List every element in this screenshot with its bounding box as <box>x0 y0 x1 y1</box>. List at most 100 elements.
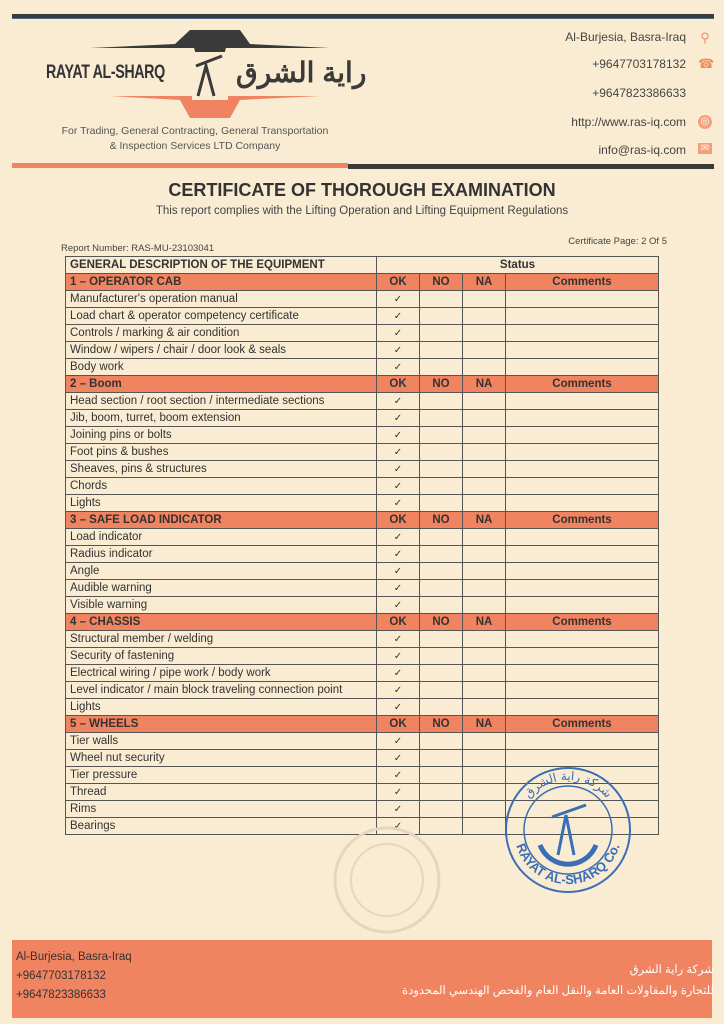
item-label: Chords <box>65 477 377 495</box>
check-mark-icon: ✓ <box>376 562 420 580</box>
check-mark-icon: ✓ <box>376 596 420 614</box>
status-cell-no <box>419 341 463 359</box>
status-column-3: Comments <box>505 613 659 631</box>
table-row: Load indicator ✓ <box>65 528 659 546</box>
status-cell-no <box>419 392 463 410</box>
status-cell-no <box>419 307 463 325</box>
certificate-page: Certificate Page: 2 Of 5 <box>568 236 667 247</box>
tagline-line-1: For Trading, General Contracting, Genera… <box>61 125 329 137</box>
table-row: Window / wipers / chair / door look & se… <box>65 341 659 359</box>
contact-website: http://www.ras-iq.com <box>571 115 686 129</box>
status-cell-na <box>462 392 506 410</box>
svg-text:شركة راية الشرق: شركة راية الشرق <box>521 769 615 801</box>
check-mark-icon: ✓ <box>376 732 420 750</box>
comments-cell <box>505 528 659 546</box>
comments-cell <box>505 494 659 512</box>
status-cell-no <box>419 358 463 376</box>
table-row: Foot pins & bushes ✓ <box>65 443 659 461</box>
status-column-1: NO <box>419 613 463 631</box>
item-label: Load chart & operator competency certifi… <box>65 307 377 325</box>
footer-phone-2: +9647823386633 <box>16 989 106 1001</box>
status-cell-no <box>419 698 463 716</box>
check-mark-icon: ✓ <box>376 528 420 546</box>
status-column-2: NA <box>462 715 506 733</box>
certificate-subtitle: This report complies with the Lifting Op… <box>155 205 569 217</box>
section-title: 4 – CHASSIS <box>65 613 377 631</box>
check-mark-icon: ✓ <box>376 800 420 818</box>
item-label: Head section / root section / intermedia… <box>65 392 377 410</box>
section-title: 5 – WHEELS <box>65 715 377 733</box>
logo-emblem-icon <box>90 30 330 118</box>
table-row: Controls / marking & air condition ✓ <box>65 324 659 342</box>
table-row: Chords ✓ <box>65 477 659 495</box>
status-cell-no <box>419 562 463 580</box>
envelope-icon: ✉ <box>698 143 712 154</box>
check-mark-icon: ✓ <box>376 324 420 342</box>
check-mark-icon: ✓ <box>376 477 420 495</box>
contact-phone-1: +9647703178132 <box>592 57 686 71</box>
status-cell-na <box>462 545 506 563</box>
status-column-0: OK <box>376 273 420 291</box>
item-label: Sheaves, pins & structures <box>65 460 377 478</box>
comments-cell <box>505 409 659 427</box>
section-header-row: 4 – CHASSIS OK NO NA Comments <box>65 613 659 631</box>
status-column-3: Comments <box>505 511 659 529</box>
examination-table: GENERAL DESCRIPTION OF THE EQUIPMENT Sta… <box>65 256 659 835</box>
status-cell-no <box>419 426 463 444</box>
comments-cell <box>505 579 659 597</box>
contact-email: info@ras-iq.com <box>598 143 686 157</box>
embossed-seal <box>333 826 441 934</box>
item-label: Load indicator <box>65 528 377 546</box>
comments-cell <box>505 392 659 410</box>
table-row: Jib, boom, turret, boom extension ✓ <box>65 409 659 427</box>
location-pin-icon: ⚲ <box>700 30 710 45</box>
status-column-3: Comments <box>505 715 659 733</box>
section-title: 2 – Boom <box>65 375 377 393</box>
item-label: Visible warning <box>65 596 377 614</box>
item-label: Foot pins & bushes <box>65 443 377 461</box>
table-row: Tier pressure ✓ <box>65 766 659 784</box>
check-mark-icon: ✓ <box>376 698 420 716</box>
status-cell-na <box>462 630 506 648</box>
check-mark-icon: ✓ <box>376 409 420 427</box>
item-label: Audible warning <box>65 579 377 597</box>
status-cell-na <box>462 579 506 597</box>
status-cell-no <box>419 460 463 478</box>
item-label: Radius indicator <box>65 545 377 563</box>
telephone-icon: ☎ <box>698 56 715 71</box>
status-cell-na <box>462 647 506 665</box>
status-cell-no <box>419 647 463 665</box>
item-label: Rims <box>65 800 377 818</box>
item-label: Structural member / welding <box>65 630 377 648</box>
status-cell-na <box>462 681 506 699</box>
status-cell-no <box>419 409 463 427</box>
table-row: Level indicator / main block traveling c… <box>65 681 659 699</box>
status-cell-na <box>462 324 506 342</box>
comments-cell <box>505 732 659 750</box>
item-label: Tier pressure <box>65 766 377 784</box>
status-cell-no <box>419 783 463 801</box>
status-cell-no <box>419 681 463 699</box>
top-border <box>12 14 714 19</box>
table-row: Body work ✓ <box>65 358 659 376</box>
status-cell-na <box>462 358 506 376</box>
item-label: Tier walls <box>65 732 377 750</box>
status-cell-na <box>462 698 506 716</box>
status-cell-no <box>419 766 463 784</box>
status-cell-no <box>419 630 463 648</box>
status-cell-na <box>462 460 506 478</box>
table-row: Radius indicator ✓ <box>65 545 659 563</box>
status-cell-no <box>419 800 463 818</box>
item-label: Lights <box>65 698 377 716</box>
check-mark-icon: ✓ <box>376 579 420 597</box>
status-cell-na <box>462 426 506 444</box>
item-label: Level indicator / main block traveling c… <box>65 681 377 699</box>
comments-cell <box>505 460 659 478</box>
status-cell-na <box>462 562 506 580</box>
item-label: Body work <box>65 358 377 376</box>
check-mark-icon: ✓ <box>376 783 420 801</box>
status-cell-na <box>462 664 506 682</box>
status-column-0: OK <box>376 375 420 393</box>
status-cell-na <box>462 443 506 461</box>
check-mark-icon: ✓ <box>376 766 420 784</box>
